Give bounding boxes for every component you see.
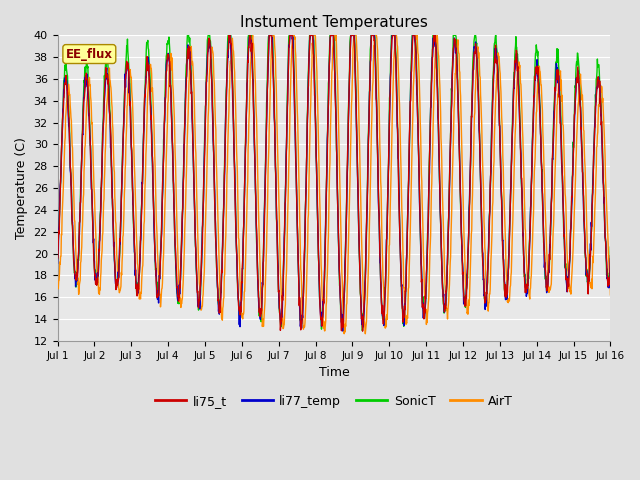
SonicT [177,274,184,280]
li75_t [239,257,246,263]
AirT [420,290,428,296]
SonicT [607,244,614,250]
Title: Instument Temperatures: Instument Temperatures [240,15,428,30]
li75_t [607,252,614,258]
li77_temp [541,275,549,281]
SonicT [163,41,171,47]
AirT [239,314,246,320]
SonicT [493,46,500,52]
li75_t [54,256,61,262]
li75_t [177,268,184,274]
Line: li75_t: li75_t [58,36,611,331]
Line: li77_temp: li77_temp [58,36,611,331]
AirT [541,213,549,218]
li75_t [541,268,549,274]
X-axis label: Time: Time [319,366,349,379]
AirT [163,129,171,135]
SonicT [358,328,366,334]
Line: AirT: AirT [58,36,611,334]
li75_t [163,60,171,65]
SonicT [541,276,549,282]
SonicT [54,256,61,262]
li77_temp [177,277,184,283]
li77_temp [239,266,246,272]
AirT [249,33,257,38]
AirT [54,284,61,290]
li77_temp [163,57,171,63]
li77_temp [493,53,500,59]
li75_t [420,305,428,311]
SonicT [239,257,246,263]
li77_temp [420,316,428,322]
li75_t [493,57,500,63]
SonicT [184,33,191,38]
AirT [362,331,369,336]
AirT [177,295,184,301]
AirT [493,72,500,78]
li77_temp [607,256,614,262]
SonicT [420,310,428,315]
li77_temp [339,328,346,334]
AirT [607,292,614,298]
Y-axis label: Temperature (C): Temperature (C) [15,137,28,239]
li77_temp [225,33,233,38]
li75_t [359,328,367,334]
Text: EE_flux: EE_flux [66,48,113,60]
Legend: li75_t, li77_temp, SonicT, AirT: li75_t, li77_temp, SonicT, AirT [150,390,518,413]
li75_t [225,33,233,38]
li77_temp [54,260,61,266]
Line: SonicT: SonicT [58,36,611,331]
